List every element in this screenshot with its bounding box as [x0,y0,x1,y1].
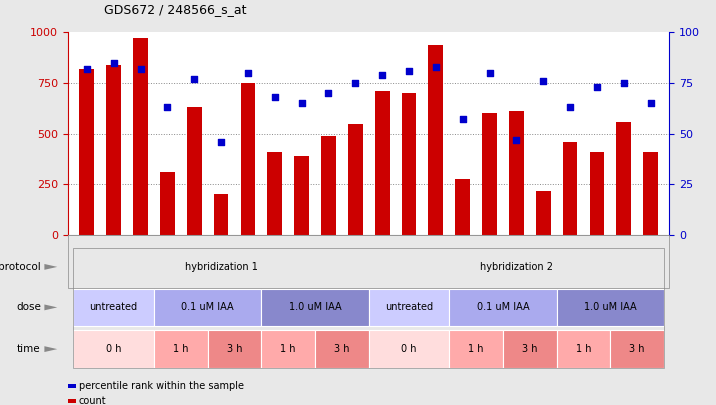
Point [216,139,227,145]
Text: 1 h: 1 h [468,344,484,354]
Point [618,80,629,86]
Text: 0.1 uM IAA: 0.1 uM IAA [181,303,234,312]
Point [457,116,468,123]
Point [108,60,120,66]
Point [162,104,173,111]
Point [323,90,334,96]
Text: 1 h: 1 h [173,344,188,354]
Point [242,70,253,76]
Point [511,136,522,143]
Bar [133,38,148,235]
Bar [267,152,282,235]
Text: 1.0 uM IAA: 1.0 uM IAA [289,303,342,312]
Text: GDS672 / 248566_s_at: GDS672 / 248566_s_at [104,3,246,16]
Bar [294,156,309,235]
Point [188,76,200,82]
Text: protocol: protocol [0,262,41,272]
Point [484,70,495,76]
Point [645,100,657,107]
Bar [536,192,551,235]
Bar [428,45,443,235]
Text: time: time [17,344,41,354]
Bar [241,83,256,235]
Bar [321,136,336,235]
Bar [643,152,658,235]
Text: dose: dose [16,303,41,312]
Point [403,68,415,74]
Bar [106,65,121,235]
Bar [563,142,578,235]
Bar [482,113,497,235]
Bar [79,69,95,235]
Bar [616,122,632,235]
Point [564,104,576,111]
Text: 3 h: 3 h [334,344,349,354]
Bar [589,152,604,235]
Bar [213,194,228,235]
Point [349,80,361,86]
Point [377,72,388,78]
Bar [402,93,417,235]
Point [296,100,307,107]
Text: 0.1 uM IAA: 0.1 uM IAA [477,303,529,312]
Point [538,78,549,84]
Point [430,64,442,70]
Text: 0 h: 0 h [401,344,417,354]
Point [81,66,92,72]
Point [591,84,603,90]
Text: percentile rank within the sample: percentile rank within the sample [79,381,243,390]
Text: hybridization 2: hybridization 2 [480,262,553,272]
Bar [374,91,390,235]
Point [135,66,146,72]
Text: count: count [79,396,107,405]
Text: untreated: untreated [90,303,137,312]
Text: 0 h: 0 h [106,344,122,354]
Bar [160,172,175,235]
Text: hybridization 1: hybridization 1 [185,262,258,272]
Text: untreated: untreated [385,303,433,312]
Bar [348,124,363,235]
Text: 1 h: 1 h [281,344,296,354]
Bar [509,111,524,235]
Text: 3 h: 3 h [227,344,242,354]
Text: 1.0 uM IAA: 1.0 uM IAA [584,303,637,312]
Bar [455,179,470,235]
Text: 1 h: 1 h [576,344,591,354]
Text: 3 h: 3 h [629,344,645,354]
Point [269,94,281,100]
Bar [187,107,202,235]
Text: 3 h: 3 h [522,344,538,354]
